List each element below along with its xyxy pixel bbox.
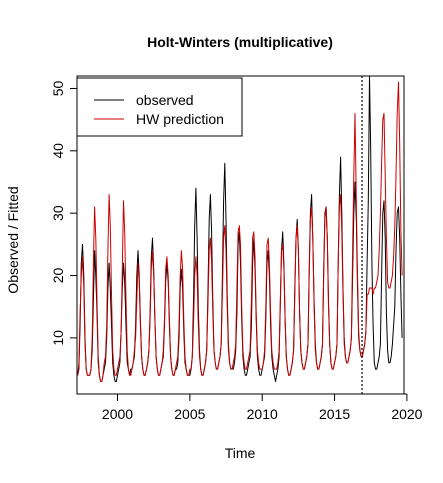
axes: 2000 2005 2010 2015 2020 10 20 30 40 50: [50, 80, 423, 422]
y-axis-label: Observed / Fitted: [5, 186, 21, 293]
y-tick-label: 30: [50, 205, 66, 221]
series-line-hw-prediction: [77, 81, 403, 382]
legend: observed HW prediction: [76, 77, 243, 137]
x-axis-label: Time: [225, 445, 256, 461]
legend-box: [76, 77, 243, 137]
y-tick-label: 40: [50, 143, 66, 159]
legend-label-hw-prediction: HW prediction: [136, 111, 224, 127]
x-tick-label: 2015: [319, 406, 350, 422]
plot-frame: [76, 75, 405, 395]
y-tick-label: 20: [50, 268, 66, 284]
x-tick-label: 2005: [174, 406, 205, 422]
x-tick-label: 2010: [247, 406, 278, 422]
x-tick-label: 2020: [391, 406, 422, 422]
legend-label-observed: observed: [136, 92, 194, 108]
x-tick-label: 2000: [102, 406, 133, 422]
chart-title: Holt-Winters (multiplicative): [147, 34, 333, 50]
y-tick-label: 50: [50, 80, 66, 96]
series-layer: [77, 75, 403, 382]
y-tick-label: 10: [50, 330, 66, 346]
